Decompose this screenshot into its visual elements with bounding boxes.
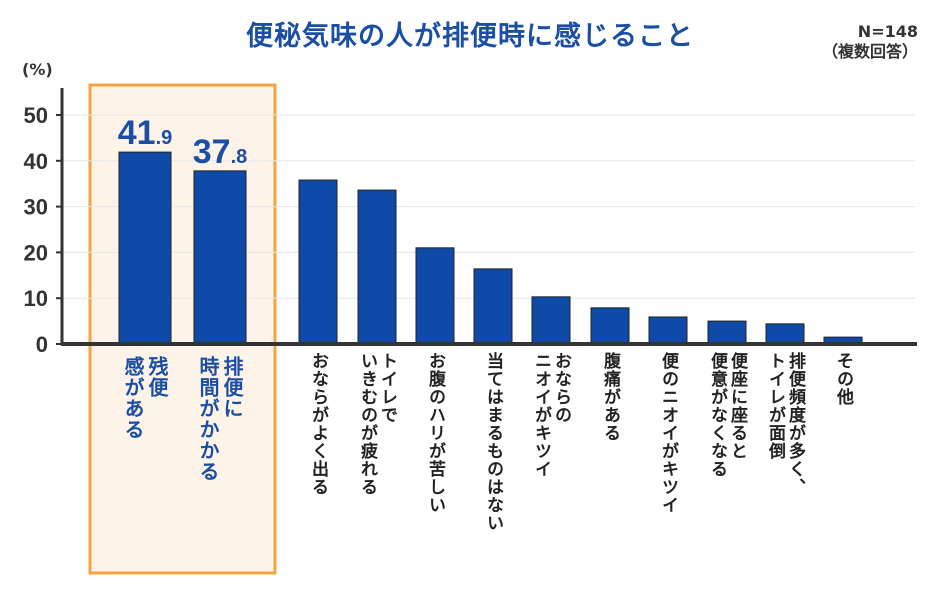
category-label: 当てはまるものはない: [483, 352, 503, 532]
bar: [298, 179, 338, 345]
category-label: おならがよく出る: [308, 352, 328, 496]
sample-note: N=148 （複数回答）: [822, 22, 918, 62]
y-tick-label: 50: [24, 103, 48, 128]
category-label: その他: [833, 352, 853, 406]
chart-title: 便秘気味の人が排便時に感じること: [246, 21, 694, 52]
bar: [473, 268, 513, 345]
category-label: おならの ニオイがキツイ: [531, 352, 571, 478]
y-tick-label: 0: [36, 332, 48, 357]
category-label: 排便頻度が多く、 トイレが面倒: [765, 352, 805, 496]
y-tick-label: 40: [24, 149, 48, 174]
category-label: トイレで いきむのが疲れる: [357, 352, 397, 496]
category-label: 残便 感がある: [121, 356, 169, 440]
data-label: 37.8: [193, 133, 248, 171]
bar: [357, 189, 397, 345]
bar: [118, 151, 172, 345]
bar: [531, 296, 571, 345]
multiple-answer-note: （複数回答）: [821, 42, 918, 61]
y-tick-label: 10: [24, 286, 48, 311]
category-label: 排便に 時間がかかる: [196, 356, 244, 482]
bar: [707, 320, 747, 345]
category-label: 便のニオイがキツイ: [658, 352, 678, 514]
bar: [765, 323, 805, 345]
data-label: 41.9: [118, 114, 173, 152]
bar: [415, 247, 455, 345]
sample-size: N=148: [857, 22, 918, 41]
category-label: お腹のハリが苦しい: [425, 352, 445, 514]
y-tick-label: 20: [24, 240, 48, 265]
y-tick-label: 30: [24, 195, 48, 220]
y-axis-unit: (%): [22, 60, 53, 79]
bar: [648, 316, 688, 345]
bar: [590, 307, 630, 345]
category-label: 便座に座ると 便意がなくなる: [707, 352, 747, 478]
bar: [193, 170, 247, 345]
category-label: 腹痛がある: [600, 352, 620, 442]
